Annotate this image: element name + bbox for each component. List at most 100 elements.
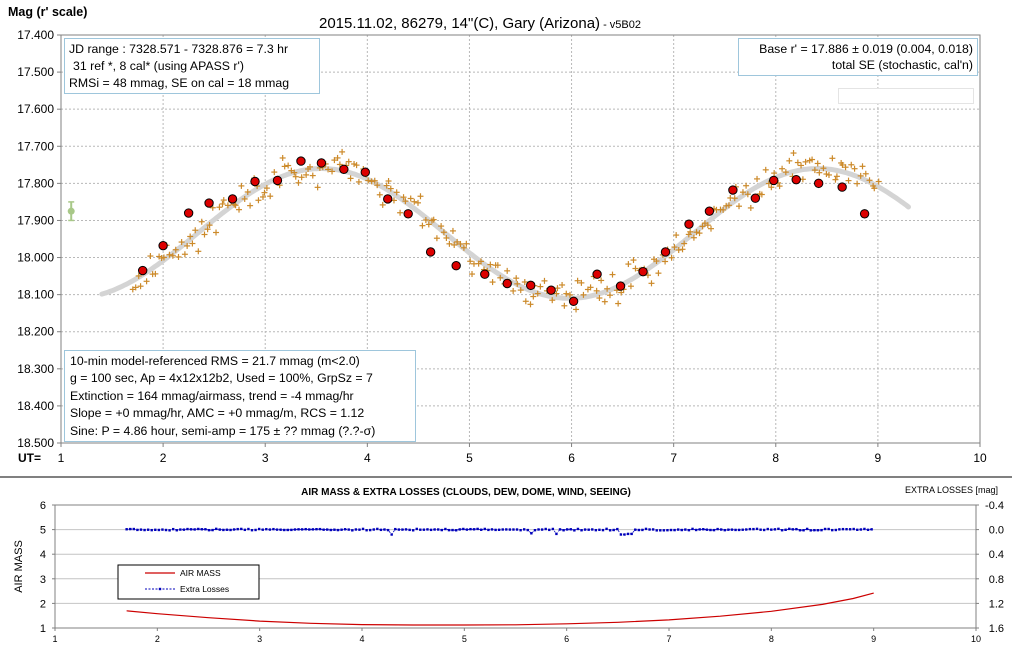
- raw-point: [537, 283, 544, 290]
- extra-losses-point: [146, 528, 150, 531]
- raw-point: [790, 150, 797, 157]
- raw-point: [696, 230, 703, 237]
- losses-y-tick-label: 1.6: [989, 623, 1004, 635]
- raw-point: [281, 163, 288, 170]
- airmass-x-tick-label: 6: [564, 634, 569, 644]
- binned-point: [813, 178, 824, 189]
- airmass-x-tick-label: 10: [971, 634, 981, 644]
- extra-losses-point: [501, 528, 504, 531]
- binned-point: [526, 280, 536, 291]
- raw-point: [549, 297, 556, 304]
- airmass-y-tick-label: 5: [40, 525, 46, 537]
- extra-losses-point: [150, 528, 153, 532]
- extra-losses-point: [154, 528, 157, 532]
- airmass-title: AIR MASS & EXTRA LOSSES (CLOUDS, DEW, DO…: [301, 487, 631, 498]
- extra-losses-point: [555, 532, 558, 536]
- raw-point: [699, 223, 706, 230]
- extra-losses-point: [709, 528, 712, 532]
- legend-marker-losses: [158, 587, 162, 591]
- raw-point: [291, 169, 298, 176]
- raw-point: [578, 279, 585, 286]
- raw-point: [477, 258, 484, 265]
- losses-y-tick-label: 1.2: [989, 598, 1004, 610]
- extra-losses-point: [565, 528, 569, 531]
- raw-point: [782, 169, 789, 176]
- raw-point: [739, 189, 746, 196]
- extra-losses-point: [576, 527, 580, 531]
- extra-losses-point: [684, 528, 687, 531]
- raw-point: [521, 279, 528, 286]
- x-tick-label: 6: [568, 451, 575, 465]
- raw-point: [160, 254, 167, 261]
- extra-losses-point: [329, 528, 332, 532]
- total-se-line: total SE (stochastic, cal'n): [831, 58, 973, 72]
- info-line: 31 ref *, 8 cal* (using APASS r'): [73, 59, 244, 73]
- raw-point: [627, 283, 634, 290]
- extra-losses-point: [795, 527, 798, 531]
- raw-point: [615, 300, 622, 307]
- extra-losses-point: [168, 529, 171, 532]
- extra-losses-point: [143, 528, 146, 532]
- extra-losses-point: [598, 528, 601, 532]
- raw-point: [417, 193, 424, 200]
- extra-losses-point: [283, 528, 286, 532]
- binned-point: [859, 209, 870, 219]
- raw-point: [241, 195, 248, 202]
- info-line: JD range : 7328.571 - 7328.876 = 7.3 hr: [69, 42, 289, 56]
- binned-point: [546, 285, 556, 295]
- raw-point: [206, 222, 213, 229]
- binned-point: [250, 176, 260, 187]
- extra-losses-point: [426, 528, 429, 531]
- extra-losses-point: [447, 528, 451, 532]
- extra-losses-point: [698, 528, 701, 531]
- extra-losses-point: [139, 528, 143, 531]
- raw-point: [587, 284, 594, 291]
- binned-point: [837, 182, 847, 192]
- extra-losses-point: [257, 527, 261, 531]
- raw-point: [411, 198, 418, 205]
- raw-point: [681, 240, 688, 247]
- extra-losses-point: [820, 528, 823, 532]
- binned-point: [660, 247, 671, 257]
- extra-losses-point: [401, 528, 404, 531]
- extra-losses-point: [497, 528, 501, 531]
- binned-point: [728, 185, 738, 195]
- y-tick-label: 18.000: [17, 251, 54, 265]
- raw-point: [596, 295, 603, 302]
- raw-point: [604, 285, 611, 292]
- raw-point: [347, 175, 354, 182]
- binned-point: [425, 247, 436, 257]
- raw-point: [247, 202, 254, 209]
- raw-point: [534, 290, 541, 297]
- extra-losses-point: [394, 527, 397, 531]
- extra-losses-point: [440, 528, 444, 532]
- raw-point: [469, 271, 476, 278]
- calibration-point: [67, 201, 75, 222]
- raw-point: [419, 222, 426, 229]
- raw-point: [504, 267, 511, 274]
- extra-losses-point: [336, 528, 340, 532]
- extra-losses-point: [311, 528, 315, 531]
- extra-losses-point: [573, 529, 576, 532]
- raw-point: [303, 171, 310, 178]
- extra-losses-point: [666, 528, 669, 532]
- raw-point: [460, 244, 467, 251]
- raw-point: [553, 290, 560, 297]
- extra-losses-point: [845, 528, 848, 531]
- raw-point: [336, 161, 343, 168]
- raw-point: [169, 252, 176, 259]
- raw-point: [213, 229, 220, 236]
- losses-y-tick-label: 0.0: [989, 525, 1004, 537]
- info-line: RMSi = 48 mmag, SE on cal = 18 mmag: [69, 76, 290, 90]
- extra-losses-point: [397, 528, 401, 531]
- extra-losses-point: [211, 528, 214, 532]
- raw-point: [181, 251, 188, 258]
- raw-point: [541, 277, 548, 284]
- raw-point: [279, 154, 286, 161]
- extra-losses-point: [637, 528, 641, 532]
- raw-point: [851, 165, 858, 172]
- raw-point: [298, 174, 305, 181]
- raw-point: [407, 195, 414, 202]
- extra-losses-point: [548, 528, 551, 532]
- raw-point: [842, 164, 849, 171]
